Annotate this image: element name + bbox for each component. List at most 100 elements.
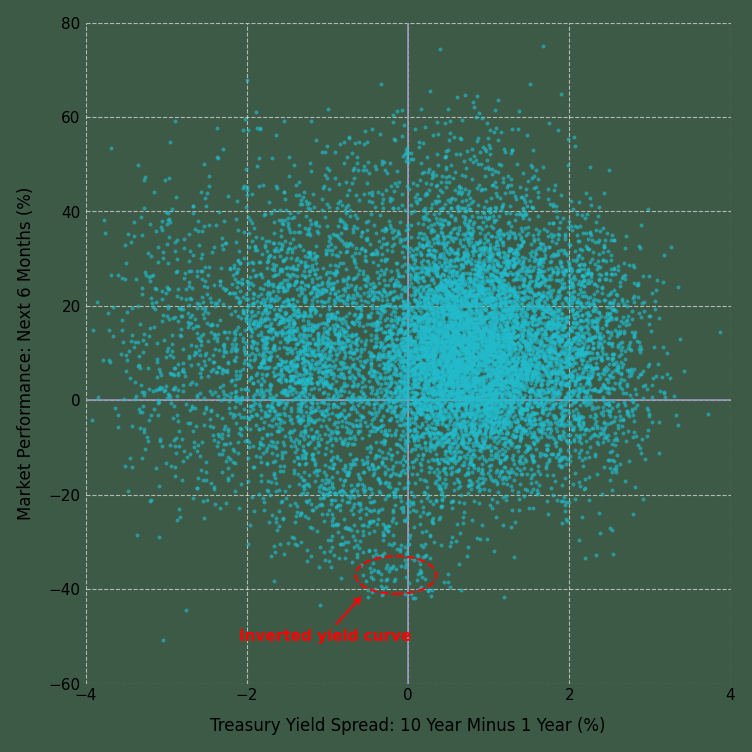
- Point: [532, 278, 544, 290]
- Point: [530, 366, 542, 378]
- Point: [510, 420, 522, 432]
- Point: [468, 419, 481, 431]
- Point: [329, 432, 341, 444]
- Point: [520, 189, 532, 201]
- Point: [341, 426, 353, 438]
- Point: [470, 303, 482, 315]
- Point: [495, 302, 507, 314]
- Point: [529, 362, 541, 374]
- Point: [407, 364, 419, 376]
- Point: [268, 402, 280, 414]
- Point: [274, 315, 286, 327]
- Point: [484, 285, 496, 297]
- Point: [380, 223, 392, 235]
- Point: [505, 147, 517, 159]
- Point: [485, 346, 497, 358]
- Point: [538, 276, 550, 288]
- Point: [379, 362, 391, 374]
- Point: [424, 339, 436, 351]
- Point: [355, 559, 367, 571]
- Point: [341, 439, 353, 451]
- Point: [163, 389, 175, 401]
- Point: [357, 457, 369, 469]
- Point: [429, 333, 441, 345]
- Point: [544, 269, 556, 281]
- Point: [445, 307, 457, 319]
- Point: [465, 196, 477, 208]
- Point: [496, 364, 508, 376]
- Point: [370, 329, 382, 341]
- Point: [481, 319, 493, 331]
- Point: [432, 356, 444, 368]
- Point: [458, 378, 470, 390]
- Point: [317, 329, 329, 341]
- Point: [237, 335, 249, 347]
- Point: [553, 401, 566, 413]
- Point: [440, 358, 452, 370]
- Point: [569, 396, 581, 408]
- Point: [444, 343, 456, 355]
- Point: [450, 337, 462, 349]
- Point: [526, 311, 538, 323]
- Point: [520, 364, 532, 376]
- Point: [283, 320, 295, 332]
- Point: [457, 356, 469, 368]
- Point: [317, 377, 329, 389]
- Point: [580, 384, 592, 396]
- Point: [519, 196, 531, 208]
- Point: [511, 396, 523, 408]
- Point: [338, 404, 350, 416]
- Point: [444, 373, 456, 385]
- Point: [443, 366, 455, 378]
- Point: [576, 342, 588, 354]
- Point: [322, 476, 334, 488]
- Point: [374, 323, 386, 335]
- Point: [487, 350, 499, 362]
- Point: [495, 423, 507, 435]
- Point: [470, 111, 482, 123]
- Point: [555, 360, 567, 372]
- Point: [241, 288, 253, 300]
- Point: [457, 331, 469, 343]
- Point: [441, 378, 453, 390]
- Point: [614, 458, 626, 470]
- Point: [478, 402, 490, 414]
- Point: [403, 393, 415, 405]
- Point: [588, 429, 600, 441]
- Point: [443, 299, 455, 311]
- Point: [502, 385, 514, 397]
- Point: [520, 403, 532, 415]
- Point: [464, 285, 476, 297]
- Point: [492, 305, 504, 317]
- Point: [299, 382, 311, 394]
- Point: [456, 435, 468, 447]
- Point: [503, 315, 515, 327]
- Point: [401, 319, 413, 331]
- Point: [177, 343, 189, 355]
- Point: [144, 496, 156, 508]
- Point: [453, 270, 465, 282]
- Point: [473, 324, 485, 336]
- Point: [445, 193, 457, 205]
- Point: [504, 207, 516, 219]
- Point: [566, 371, 578, 383]
- Point: [461, 343, 473, 355]
- Point: [440, 244, 452, 256]
- Point: [302, 224, 314, 236]
- Point: [564, 344, 576, 356]
- Point: [579, 346, 591, 358]
- Point: [459, 243, 472, 255]
- Point: [506, 372, 518, 384]
- Point: [308, 465, 320, 478]
- Point: [441, 436, 453, 448]
- Point: [453, 356, 465, 368]
- Point: [502, 370, 514, 382]
- Point: [433, 355, 445, 367]
- Point: [268, 472, 280, 484]
- Point: [435, 277, 447, 290]
- Point: [465, 350, 478, 362]
- Point: [315, 420, 327, 432]
- Point: [508, 326, 520, 338]
- Point: [475, 280, 487, 292]
- Point: [429, 333, 441, 345]
